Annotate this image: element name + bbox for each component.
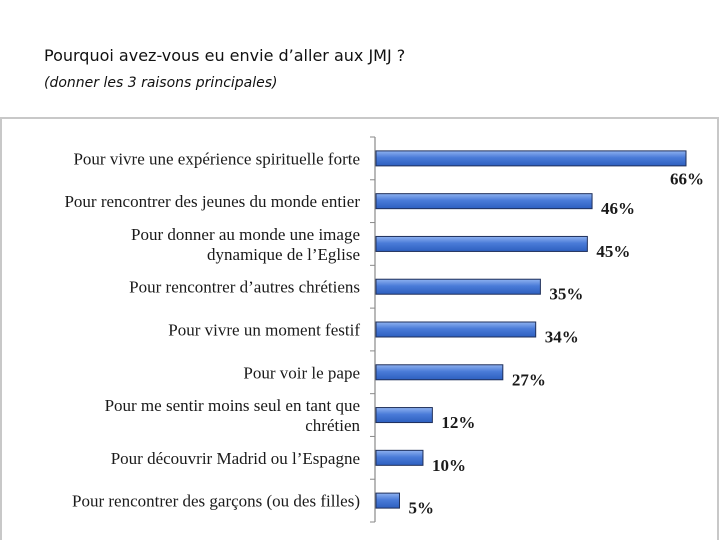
value-label: 10%	[432, 456, 466, 475]
category-label: dynamique de l’Eglise	[207, 245, 360, 264]
value-label: 66%	[670, 169, 704, 188]
bar	[375, 492, 400, 509]
value-label: 12%	[441, 413, 475, 432]
category-label: Pour voir le pape	[243, 363, 360, 382]
value-label: 27%	[512, 370, 546, 389]
bar	[375, 364, 504, 381]
category-label: Pour me sentir moins seul en tant que	[105, 396, 360, 415]
value-label: 46%	[601, 199, 635, 218]
value-label: 45%	[596, 242, 630, 261]
category-label: Pour vivre une expérience spirituelle fo…	[73, 149, 360, 168]
value-label: 35%	[549, 285, 583, 304]
bar	[375, 449, 424, 466]
category-label: Pour vivre un moment festif	[168, 321, 360, 340]
chart-border	[0, 117, 719, 540]
bar	[375, 407, 433, 424]
category-label: chrétien	[305, 416, 360, 435]
value-label: 34%	[545, 328, 579, 347]
category-label: Pour découvrir Madrid ou l’Espagne	[111, 449, 360, 468]
bar	[375, 235, 588, 252]
bar	[375, 193, 593, 210]
bar	[375, 150, 687, 167]
category-label: Pour rencontrer des garçons (ou des fill…	[72, 492, 360, 511]
slide-title: Pourquoi avez-vous eu envie d’aller aux …	[44, 46, 406, 65]
category-label: Pour rencontrer d’autres chrétiens	[129, 278, 360, 297]
bar	[375, 321, 537, 338]
slide-subtitle: (donner les 3 raisons principales)	[44, 75, 278, 91]
bar-chart: 66% Pour vivre une expérience spirituelle…	[0, 117, 719, 540]
bar	[375, 278, 541, 295]
value-label: 5%	[408, 499, 434, 518]
category-label: Pour donner au monde une image	[131, 225, 360, 244]
category-label: Pour rencontrer des jeunes du monde enti…	[64, 192, 360, 211]
